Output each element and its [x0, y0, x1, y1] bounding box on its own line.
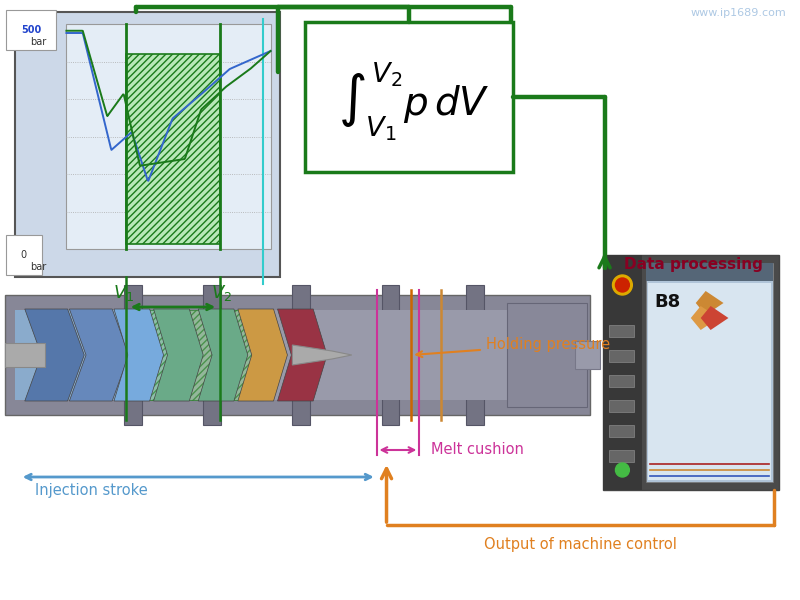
Bar	[609, 350, 634, 362]
Bar	[382, 285, 399, 425]
Text: $V_2$: $V_2$	[211, 283, 233, 303]
Text: $\int_{V_1}^{V_2} p\, dV$: $\int_{V_1}^{V_2} p\, dV$	[338, 61, 490, 143]
Bar	[144, 310, 262, 400]
Bar	[609, 375, 634, 387]
Polygon shape	[114, 309, 163, 401]
Text: Holding pressure: Holding pressure	[416, 337, 610, 357]
FancyBboxPatch shape	[66, 24, 270, 249]
Bar	[466, 285, 484, 425]
Bar	[292, 285, 310, 425]
Circle shape	[615, 278, 630, 292]
Text: bar: bar	[30, 262, 46, 272]
Text: 500: 500	[21, 25, 41, 35]
Polygon shape	[696, 291, 723, 315]
FancyBboxPatch shape	[646, 263, 773, 482]
Bar	[609, 450, 634, 462]
Bar	[5, 343, 45, 367]
Circle shape	[613, 275, 632, 295]
Polygon shape	[292, 345, 352, 365]
Polygon shape	[198, 309, 248, 401]
Bar	[203, 285, 221, 425]
Text: $V_1$: $V_1$	[114, 283, 134, 303]
Polygon shape	[238, 309, 287, 401]
Polygon shape	[690, 306, 718, 330]
Bar	[15, 310, 520, 400]
Text: bar: bar	[30, 37, 46, 47]
Bar	[609, 325, 634, 337]
Polygon shape	[154, 309, 203, 401]
Text: www.ip1689.com: www.ip1689.com	[690, 8, 786, 18]
Polygon shape	[278, 309, 327, 401]
Circle shape	[615, 463, 630, 477]
Bar	[124, 285, 142, 425]
Polygon shape	[25, 309, 84, 401]
FancyBboxPatch shape	[15, 12, 281, 277]
FancyBboxPatch shape	[602, 255, 642, 490]
Bar	[507, 303, 586, 407]
Polygon shape	[701, 306, 729, 330]
FancyBboxPatch shape	[306, 22, 514, 172]
Text: Data processing: Data processing	[624, 257, 763, 272]
FancyBboxPatch shape	[602, 255, 779, 490]
Bar	[126, 54, 220, 244]
Text: Output of machine control: Output of machine control	[484, 537, 677, 552]
Text: 0: 0	[21, 250, 27, 260]
Text: Melt cushion: Melt cushion	[431, 443, 524, 457]
Bar	[609, 425, 634, 437]
Polygon shape	[70, 309, 129, 401]
Bar	[575, 341, 600, 369]
Text: B8: B8	[654, 293, 680, 311]
Text: Injection stroke: Injection stroke	[34, 484, 147, 499]
FancyBboxPatch shape	[5, 295, 590, 415]
Bar	[648, 283, 771, 480]
Bar	[646, 263, 773, 281]
Bar	[15, 310, 166, 400]
Bar	[609, 400, 634, 412]
